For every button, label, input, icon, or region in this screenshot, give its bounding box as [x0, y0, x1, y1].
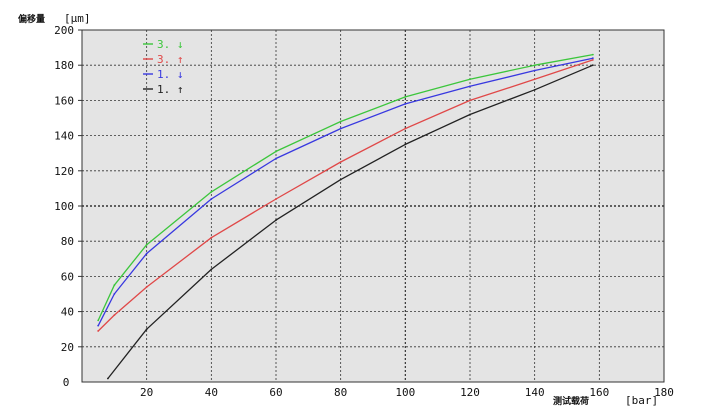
series-point — [145, 286, 148, 288]
series-point — [106, 377, 109, 380]
legend-label: 1. ↓ — [157, 68, 184, 81]
series-point — [275, 150, 277, 153]
x-origin-label: 0 — [63, 376, 70, 389]
series-point — [145, 252, 148, 255]
y-axis-label: 偏移量 — [18, 13, 45, 25]
series-point — [339, 178, 342, 181]
series-point — [591, 59, 594, 61]
series-point — [404, 95, 407, 98]
series-point — [339, 161, 342, 163]
series-point — [275, 219, 277, 221]
series-line — [97, 53, 594, 321]
x-tick-label: 20 — [140, 386, 153, 399]
series-point — [469, 78, 471, 81]
series-point — [591, 53, 594, 56]
y-axis-unit: [µm] — [64, 12, 91, 25]
series-point — [210, 268, 213, 271]
y-tick-label: 20 — [61, 341, 74, 354]
legend-label: 3. ↓ — [157, 38, 184, 51]
series-point — [339, 120, 342, 123]
series-point — [275, 198, 277, 200]
y-tick-label: 100 — [54, 200, 74, 213]
x-axis-unit: [bar] — [625, 394, 658, 407]
series-point — [97, 319, 100, 322]
series-point — [145, 243, 148, 246]
y-tick-label: 120 — [54, 165, 74, 178]
series-line — [97, 59, 594, 332]
series-point — [113, 284, 116, 287]
legend-label: 1. ↑ — [157, 83, 184, 96]
series-point — [275, 157, 277, 160]
x-tick-label: 60 — [269, 386, 282, 399]
y-tick-label: 140 — [54, 130, 74, 143]
series-point — [113, 293, 116, 295]
x-tick-label: 120 — [460, 386, 480, 399]
legend: 3. ↓ 3. ↑ 1. ↓ 1. ↑ — [143, 38, 184, 96]
series-lines — [97, 53, 594, 380]
series-point — [533, 64, 536, 67]
x-tick-label: 180 — [654, 386, 674, 399]
x-tick-label: 80 — [334, 386, 347, 399]
series-point — [145, 328, 148, 331]
series-point — [469, 99, 471, 102]
series-point — [404, 143, 407, 146]
y-tick-label: 80 — [61, 235, 74, 248]
x-axis-ticks: 20 40 60 80 100 120 140 160 180 — [140, 386, 674, 399]
y-axis-ticks: 20 40 60 80 100 120 140 160 180 200 — [54, 24, 82, 354]
x-axis-label: 测试载荷 — [553, 395, 589, 407]
series-point — [404, 127, 407, 130]
y-tick-label: 160 — [54, 94, 74, 107]
x-tick-label: 100 — [395, 386, 415, 399]
series-point — [591, 64, 594, 67]
series-point — [113, 314, 116, 317]
series-point — [210, 191, 213, 193]
series-point — [97, 324, 100, 327]
series-point — [533, 78, 536, 81]
series-point — [591, 57, 594, 60]
series-point — [210, 236, 213, 239]
series-point — [533, 69, 536, 72]
x-tick-label: 160 — [589, 386, 609, 399]
series-point — [97, 330, 100, 332]
series-line — [97, 57, 594, 326]
legend-label: 3. ↑ — [157, 53, 184, 66]
series-point — [404, 103, 407, 105]
y-tick-label: 200 — [54, 24, 74, 37]
y-tick-label: 60 — [61, 270, 74, 283]
x-tick-label: 140 — [525, 386, 545, 399]
y-tick-label: 40 — [61, 306, 74, 319]
grid — [82, 30, 664, 382]
series-point — [339, 127, 342, 130]
series-point — [469, 113, 471, 116]
series-point — [533, 88, 536, 91]
x-tick-label: 40 — [205, 386, 218, 399]
series-point — [210, 198, 213, 200]
y-tick-label: 180 — [54, 59, 74, 72]
series-point — [469, 85, 471, 88]
